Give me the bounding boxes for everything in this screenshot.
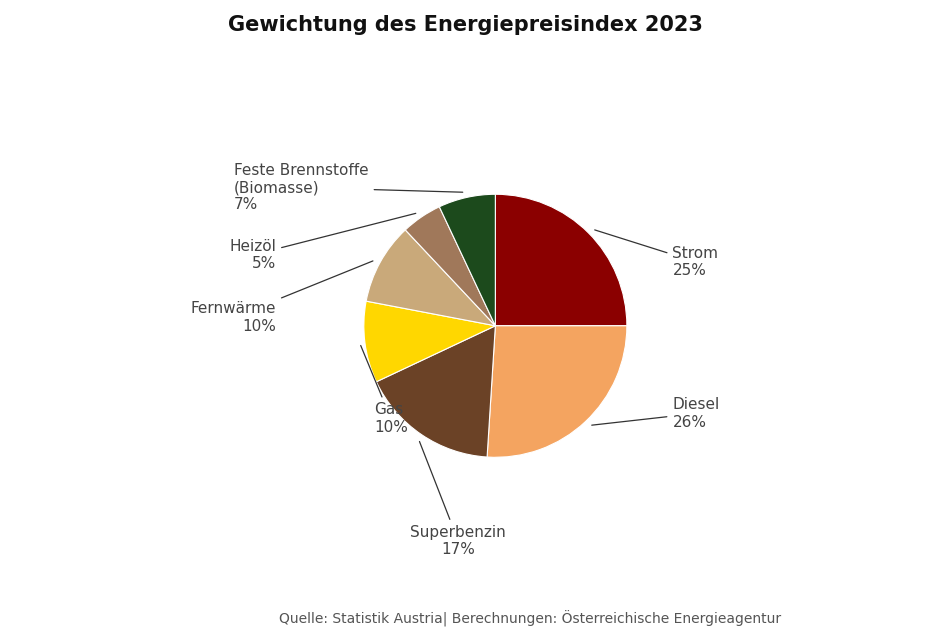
Text: Superbenzin
17%: Superbenzin 17%: [410, 441, 506, 557]
Text: Quelle: Statistik Austria| Berechnungen: Österreichische Energieagentur: Quelle: Statistik Austria| Berechnungen:…: [279, 611, 781, 627]
Wedge shape: [439, 194, 496, 326]
Wedge shape: [487, 326, 627, 457]
Text: Heizöl
5%: Heizöl 5%: [230, 213, 416, 271]
Wedge shape: [377, 326, 496, 457]
Wedge shape: [366, 230, 496, 326]
Text: Fernwärme
10%: Fernwärme 10%: [191, 261, 373, 333]
Text: Strom
25%: Strom 25%: [594, 230, 718, 278]
Text: Diesel
26%: Diesel 26%: [591, 398, 720, 430]
Text: Feste Brennstoffe
(Biomasse)
7%: Feste Brennstoffe (Biomasse) 7%: [234, 163, 463, 212]
Wedge shape: [405, 207, 496, 326]
Wedge shape: [364, 301, 496, 382]
Title: Gewichtung des Energiepreisindex 2023: Gewichtung des Energiepreisindex 2023: [228, 15, 702, 35]
Text: Gas
10%: Gas 10%: [361, 345, 408, 435]
Wedge shape: [496, 194, 627, 326]
